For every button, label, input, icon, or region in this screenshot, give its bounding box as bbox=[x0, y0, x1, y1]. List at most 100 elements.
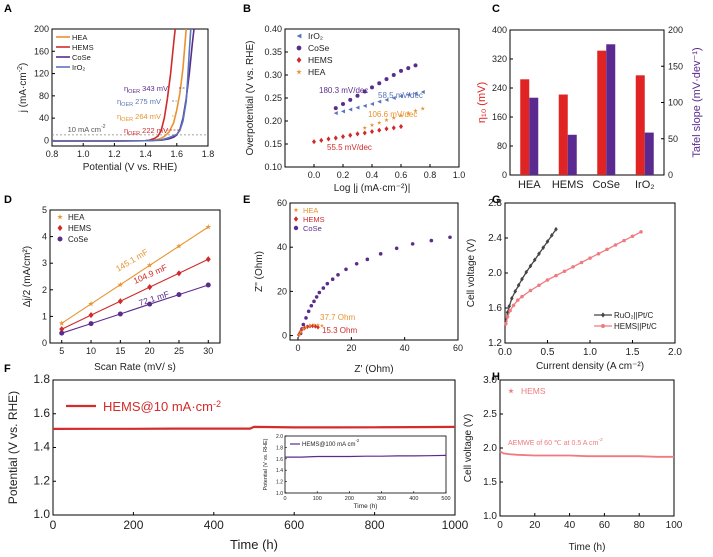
panel-c-bar-eta bbox=[597, 50, 607, 175]
panel-f-inset-xtick-label: 300 bbox=[377, 496, 386, 502]
panel-e-legend-marker-1 bbox=[293, 216, 299, 222]
panel-label-A: A bbox=[4, 3, 12, 15]
panel-g-point-1 bbox=[511, 303, 516, 308]
panel-e-point bbox=[319, 323, 325, 328]
panel-b-point-3 bbox=[391, 115, 397, 120]
panel-e-xtick-label: 40 bbox=[400, 343, 410, 353]
panel-f-inset-ytick-label: 1.8 bbox=[276, 445, 283, 451]
panel-h-legend-marker bbox=[508, 388, 514, 394]
panel-d-point-1 bbox=[59, 326, 65, 333]
panel-b-point-2 bbox=[348, 132, 353, 138]
panel-g-xtick-label: 0.5 bbox=[541, 347, 555, 358]
panel-a-ylabel-tail: ) bbox=[18, 63, 29, 66]
panel-f-xtick-label: 800 bbox=[365, 518, 385, 532]
panel-g-point-0 bbox=[537, 251, 541, 257]
panel-e-point bbox=[410, 242, 415, 246]
panel-g-point-1 bbox=[505, 314, 510, 319]
panel-h-xtick-label: 0 bbox=[497, 520, 503, 531]
panel-e-point bbox=[313, 323, 318, 329]
panel-a-xtick-label: 0.8 bbox=[46, 149, 59, 159]
panel-e-xtick-label: 60 bbox=[453, 343, 463, 353]
panel-e-ytick-label: 40 bbox=[277, 242, 287, 252]
panel-f-inset-xtick-label: 0 bbox=[283, 496, 286, 502]
panel-b-point-2 bbox=[341, 134, 345, 140]
panel-h-ytick-label: 2.5 bbox=[483, 409, 497, 420]
panel-f-ylabel: Potential (V vs. RHE) bbox=[6, 391, 20, 504]
panel-g-ytick-label: 2.4 bbox=[488, 233, 502, 244]
panel-h-ylabel: Cell voltage (V) bbox=[463, 414, 474, 482]
panel-f-inset-xlabel: Time (h) bbox=[354, 503, 378, 510]
panel-a-legend-label-3: IrO₂ bbox=[72, 63, 85, 72]
panel-b-ytick-label: 0.10 bbox=[264, 162, 282, 172]
panel-d-point-2 bbox=[59, 330, 65, 336]
panel-d-xtick-label: 10 bbox=[86, 346, 96, 356]
panel-g-xtick-label: 0.0 bbox=[498, 347, 512, 358]
panel-c-bar-tafel bbox=[606, 44, 616, 175]
panel-e-ytick-label: 20 bbox=[277, 286, 287, 296]
panel-c-ytick-label-r: 200 bbox=[668, 25, 683, 35]
panel-label-E: E bbox=[243, 194, 250, 206]
panel-g-point-1 bbox=[554, 273, 558, 278]
panel-b-point-1 bbox=[341, 101, 345, 106]
panel-b-point-2 bbox=[370, 128, 374, 135]
panel-g-point-1 bbox=[528, 288, 533, 293]
panel-e-point bbox=[303, 325, 309, 329]
panel-c-ytick-label-r: 100 bbox=[668, 98, 683, 108]
panel-h-xlabel: Time (h) bbox=[569, 542, 606, 553]
panel-b-xtick-label: 0.8 bbox=[424, 170, 437, 180]
panel-b-point-2 bbox=[319, 137, 324, 143]
panel-a-xtick-label: 1.2 bbox=[108, 149, 121, 159]
panel-a-legend-label-0: HEA bbox=[72, 33, 87, 42]
panel-g-legend-marker-1 bbox=[601, 324, 605, 328]
panel-a-ytick-label: 80 bbox=[39, 91, 49, 101]
panel-f-inset-ytick-label: 1.4 bbox=[276, 468, 283, 474]
panel-e-point bbox=[301, 322, 306, 327]
panel-g-point-0 bbox=[524, 269, 529, 275]
panel-d-point-0 bbox=[58, 320, 65, 326]
panel-c-bar-tafel bbox=[529, 97, 539, 175]
panel-f-inset-line bbox=[285, 454, 447, 458]
panel-e-point bbox=[344, 267, 348, 272]
panel-a-ytick-label: 120 bbox=[34, 69, 49, 79]
panel-h-annotation: AEMWE of 60 ℃ at 0.5 A cm-2 bbox=[508, 437, 603, 447]
panel-b-point-3 bbox=[398, 113, 404, 118]
panel-b-point-0 bbox=[348, 107, 353, 112]
panel-h-xtick-label: 100 bbox=[666, 520, 683, 531]
panel-d-point-2 bbox=[205, 282, 211, 288]
panel-e-point bbox=[297, 332, 302, 337]
panel-e-point bbox=[354, 261, 359, 266]
panel-d-fit-line-0 bbox=[61, 226, 209, 324]
panel-a-eta-symbol: η bbox=[117, 97, 121, 106]
panel-g-point-0 bbox=[505, 309, 510, 315]
panel-g-point-1 bbox=[588, 256, 592, 260]
panel-c-ylabel-right: Tafel slope (mV·dev⁻¹) bbox=[691, 47, 703, 157]
panel-b-point-0 bbox=[370, 101, 374, 106]
panel-f-inset-ytick-label: 1.0 bbox=[276, 491, 283, 497]
panel-e-point bbox=[311, 322, 317, 327]
panel-f-legend-label-sup: -2 bbox=[213, 399, 221, 409]
panel-b-point-2 bbox=[355, 131, 360, 137]
panel-e-point bbox=[306, 309, 311, 314]
panel-e-point bbox=[317, 290, 322, 295]
panel-b-point-2 bbox=[362, 130, 367, 136]
panel-g-point-0 bbox=[549, 232, 554, 238]
panel-e-point bbox=[330, 277, 335, 282]
panel-h-ytick-label: 3.0 bbox=[483, 375, 497, 386]
panel-b-point-0 bbox=[355, 105, 360, 110]
panel-b-legend-label-3: HEA bbox=[308, 67, 326, 77]
panel-e-point bbox=[336, 273, 340, 277]
panel-b-legend-label-1: CoSe bbox=[308, 43, 330, 53]
panel-d-point-0 bbox=[176, 243, 182, 249]
panel-b-ytick-label: 0.35 bbox=[264, 47, 282, 57]
panel-a-xtick-label: 1.6 bbox=[171, 149, 184, 159]
panel-d-point-1 bbox=[176, 270, 182, 277]
panel-b-point-2 bbox=[399, 123, 403, 130]
panel-g-point-1 bbox=[613, 243, 618, 247]
panel-e-legend-label-0: HEA bbox=[303, 206, 318, 215]
panel-a-xtick-label: 1.0 bbox=[77, 149, 90, 159]
panel-a-ytick-label: 160 bbox=[34, 46, 49, 56]
panel-d-ytick-label: 5 bbox=[42, 205, 47, 215]
panel-e-res-label-1: 15.3 Ohm bbox=[322, 326, 357, 335]
panel-a-eta-symbol: η bbox=[124, 84, 128, 93]
